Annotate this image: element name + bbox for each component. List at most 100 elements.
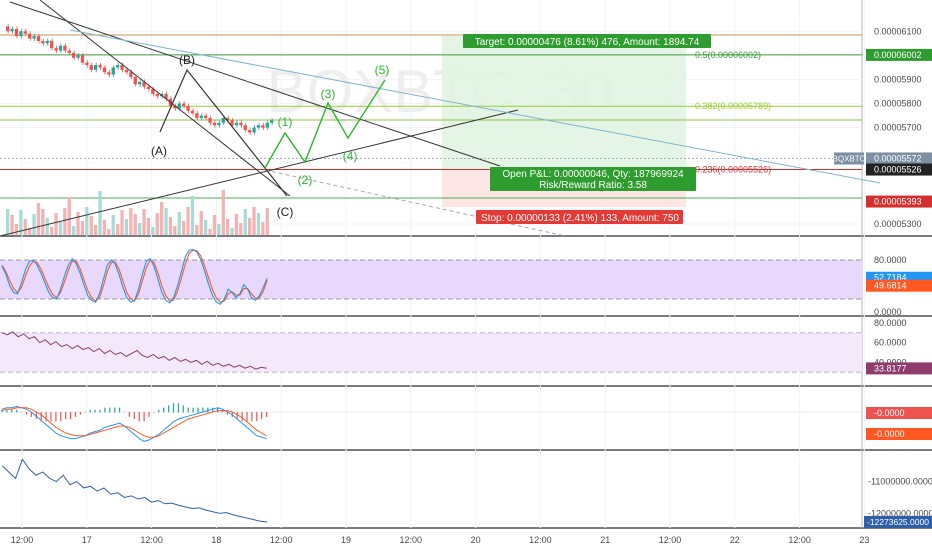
macd-histogram-bar [30,412,32,417]
volume-bar [217,224,221,235]
rsi-pane [0,331,862,373]
wave-abc [159,68,288,197]
stochastic-pane [0,249,862,305]
macd-histogram-bar [11,409,13,413]
macd-histogram-bar [133,412,135,420]
price-badge [866,152,932,165]
price-badge-label: 0.00005526 [874,165,922,175]
candle-body [146,86,151,90]
macd-histogram-bar [221,409,224,413]
candle-body [138,81,142,85]
open-pnl-label: Open P&L: 0.00000046, Qty: 187969924 [502,169,684,180]
candle-body [98,65,102,68]
volume-bar [138,223,142,235]
volume-bar [142,209,146,235]
volume-bar [230,228,234,235]
macd-histogram-bar [45,412,47,422]
macd-histogram-bar [55,412,57,422]
price-axis[interactable]: 0.00006100 0.00005900 0.00005800 0.00005700… [833,26,932,528]
time-tick-label: 17 [82,535,92,545]
target-zone[interactable] [442,36,686,170]
macd-histogram-bar [241,412,243,422]
candlestick-series [6,24,274,135]
candle-body [217,122,221,126]
macd-histogram-bar [212,407,214,413]
volume-bar [80,221,85,235]
candle-body [36,36,41,41]
elliott-label: (A) [151,144,167,158]
elliott-label: (1) [278,115,293,129]
volume-bar [151,227,155,235]
macd-histogram-bar [99,409,101,413]
macd-histogram-bar [177,403,179,413]
fibonacci-levels[interactable]: 0.5(0.00006002) 0.382(0.00005789) 0.236(0.… [0,34,862,199]
macd-histogram-bar [50,412,52,422]
candle-body [230,120,234,126]
obv-pane [1,458,268,523]
volume-bar [50,227,54,235]
candle-body [248,130,252,133]
macd-signal-line [1,407,267,438]
volume-bar [19,210,23,235]
volume-bar [98,191,102,235]
candle-body [239,122,243,126]
macd-histogram-bar [60,412,62,422]
time-tick-label: 21 [600,535,610,545]
macd-value-1: -0.0000 [874,408,905,418]
time-tick-label: 12:00 [11,535,34,545]
candle-body [23,31,27,34]
macd-histogram-bar [74,412,77,417]
trendline-lower [0,109,519,237]
macd-histogram-bar [104,407,106,413]
volume-bar [204,220,208,235]
volume-bar [177,212,181,235]
volume-bar [111,215,115,235]
macd-value-2: -0.0000 [874,429,905,439]
candle-body [208,118,212,123]
elliott-label: (B) [179,53,195,67]
rsi-tick-label: 40.0000 [874,357,907,367]
candle-body [94,65,98,70]
time-tick-label: 20 [471,535,481,545]
macd-histogram-bar [182,405,184,413]
volume-bar [67,197,71,235]
volume-bar [124,219,129,235]
rsi-badge [866,362,932,375]
target-label: Target: 0.00000476 (8.61%) 476, Amount: … [475,37,700,48]
projection-dashed [264,169,566,237]
candle-body [102,67,107,73]
trendline-upper [9,1,501,167]
volume-bar [28,228,32,235]
risk-reward-label: Risk/Reward Ratio: 3.58 [539,180,647,191]
volume-bar [32,214,36,235]
volume-bar [45,218,49,235]
macd-histogram-bar [202,407,204,413]
candle-body [67,50,71,53]
time-axis[interactable]: 12:00 17 12:00 18 12:00 19 12:00 20 12:00 21 12:00… [0,529,932,550]
macd-histogram-bar [207,407,209,413]
candle-body [85,62,89,66]
elliott-wave-drawings[interactable]: (A) (B) (C) (1) (2) (3) (4) (5) [151,53,389,219]
volume-bar [168,217,173,235]
stoch-tick-label: 80.0000 [874,255,907,265]
volume-bar [107,229,111,235]
candle-body [186,105,190,111]
volume-bar [186,207,190,235]
volume-bar [54,213,58,235]
volume-bar [265,208,269,235]
elliott-label: (2) [298,173,313,187]
trendline-drawings[interactable] [0,0,881,237]
candle-body [182,103,186,106]
stop-label-box: Stop: 0.00000133 (2.41%) 133, Amount: 75… [476,210,683,224]
volume-bar [199,211,203,235]
macd-histogram-bar [163,407,165,413]
elliott-label: (5) [375,63,390,77]
macd-histogram-bar [217,407,219,413]
candle-body [6,26,10,32]
fib-label: 0.5(0.00006002) [695,50,761,60]
macd-histogram-bar [256,412,258,422]
price-badge-label: 0.00005572 [874,153,922,163]
candle-body [28,33,32,39]
